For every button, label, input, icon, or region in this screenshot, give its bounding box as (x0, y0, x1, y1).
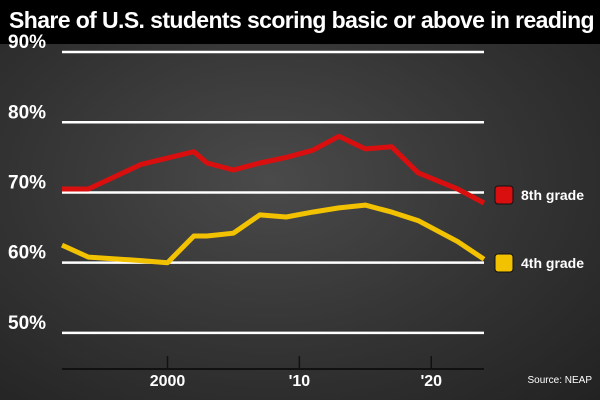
x-axis: 2000 '10 '20 (62, 356, 484, 390)
legend-label-8th-grade: 8th grade (521, 187, 584, 203)
source-note: Source: NEAP (528, 375, 593, 386)
series-line-4th-grade (60, 202, 486, 266)
series-lines (60, 133, 486, 266)
y-axis: 50% 60% 70% 80% 90% (8, 32, 46, 334)
series-line-8th-grade (62, 133, 486, 206)
legend: 8th grade 4th grade (494, 185, 584, 273)
gridlines (62, 50, 484, 335)
x-tick-label-2020: '20 (420, 373, 442, 390)
legend-swatch-8th-grade (494, 185, 514, 205)
y-tick-label-60: 60% (8, 243, 46, 264)
chart-title: Share of U.S. students scoring basic or … (9, 7, 595, 33)
y-tick-label-80: 80% (8, 102, 46, 123)
legend-swatch-4th-grade (494, 253, 514, 273)
title-bar: Share of U.S. students scoring basic or … (0, 0, 600, 44)
x-tick-label-2000: 2000 (150, 373, 186, 390)
x-tick-label-2010: '10 (289, 373, 311, 390)
y-tick-label-70: 70% (8, 172, 46, 193)
legend-label-4th-grade: 4th grade (521, 255, 584, 271)
y-tick-label-50: 50% (8, 313, 46, 334)
y-tick-label-90: 90% (8, 32, 46, 53)
